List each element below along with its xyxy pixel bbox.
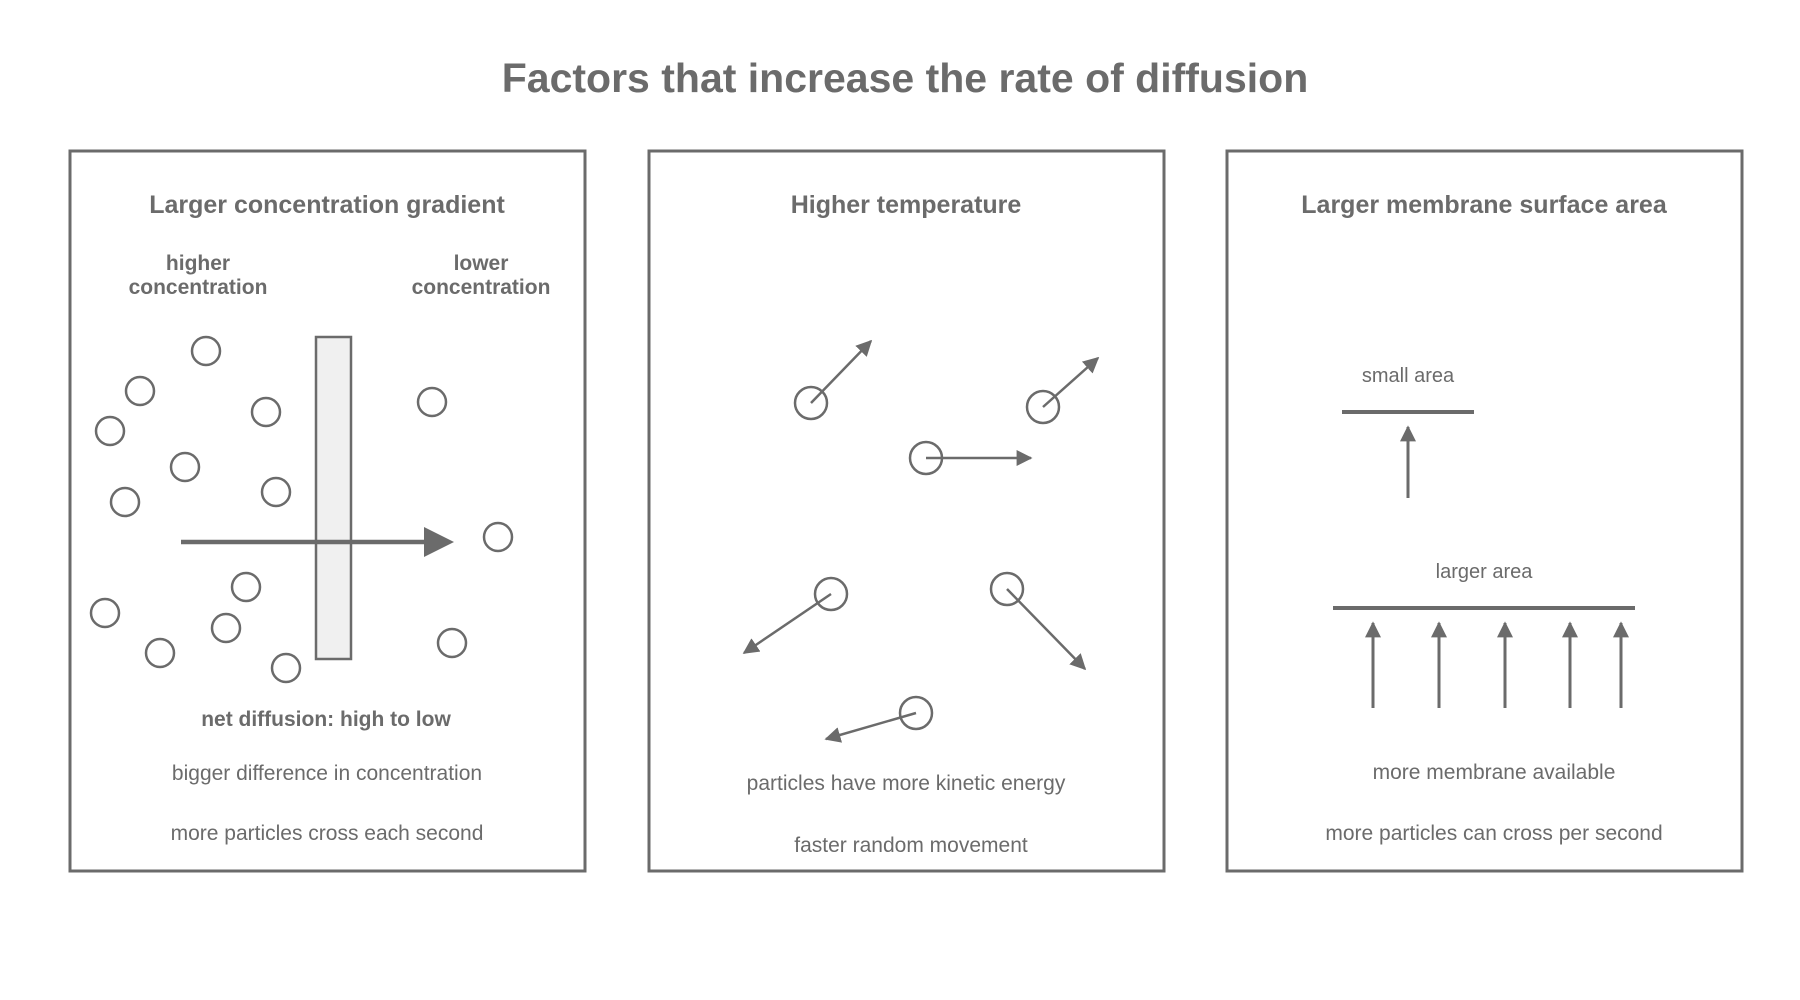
lower-concentration-label-line1: lower [454,252,509,275]
panel-frame [647,149,1166,873]
panel-concentration-gradient: Larger concentration gradient higher con… [68,149,587,873]
panel-title: Higher temperature [791,191,1022,219]
higher-concentration-label-line1: higher [166,252,230,275]
velocity-arrow [810,339,873,404]
panel-title: Larger concentration gradient [149,191,505,219]
particle-with-velocity-arrow [908,440,1033,476]
particle [190,335,222,367]
particle [144,637,176,669]
particle-with-velocity-arrow [1025,356,1100,425]
velocity-arrow [824,711,917,743]
particle [813,576,849,612]
particle-with-velocity-arrow [793,339,873,421]
panel-membrane-surface-area: Larger membrane surface area small area … [1225,149,1744,873]
particle [250,396,282,428]
moving-particles [742,339,1100,743]
membrane-barrier [314,335,353,661]
lower-concentration-label-line2: concentration [412,276,551,299]
particle [94,415,126,447]
particle [260,476,292,508]
panel-caption-line2: more particles cross each second [171,822,484,845]
small-area-label: small area [1362,365,1455,387]
particle [1025,389,1061,425]
particle [416,386,448,418]
particle [898,695,934,731]
particle-with-velocity-arrow [742,576,849,655]
particle [989,571,1025,607]
low-concentration-particles [416,386,514,659]
particle [793,385,829,421]
panel-caption-line2: faster random movement [794,834,1028,857]
larger-area-arrows [1365,621,1629,708]
particle [230,571,262,603]
velocity-arrow [1042,356,1100,408]
particle-with-velocity-arrow [824,695,934,743]
net-diffusion-caption: net diffusion: high to low [201,708,451,731]
particle [124,375,156,407]
particle-with-velocity-arrow [989,571,1087,671]
larger-area-label: larger area [1436,561,1534,583]
particle [169,451,201,483]
velocity-arrow [742,592,832,655]
panel-caption-line2: more particles can cross per second [1325,822,1662,845]
particle [89,597,121,629]
particle [109,486,141,518]
panel-frame [1225,149,1744,873]
panel-title: Larger membrane surface area [1301,191,1668,219]
panel-higher-temperature: Higher temperature [647,149,1166,873]
particle [210,612,242,644]
particle [270,652,302,684]
particle [436,627,468,659]
higher-concentration-label-line2: concentration [129,276,268,299]
panel-caption-line1: bigger difference in concentration [172,762,482,785]
panel-caption-line1: more membrane available [1373,761,1616,784]
page-title: Factors that increase the rate of diffus… [502,55,1309,101]
velocity-arrow [1006,588,1087,671]
particle [482,521,514,553]
high-concentration-particles [89,335,302,684]
panel-caption-line1: particles have more kinetic energy [747,772,1066,795]
panel-frame [68,149,587,873]
